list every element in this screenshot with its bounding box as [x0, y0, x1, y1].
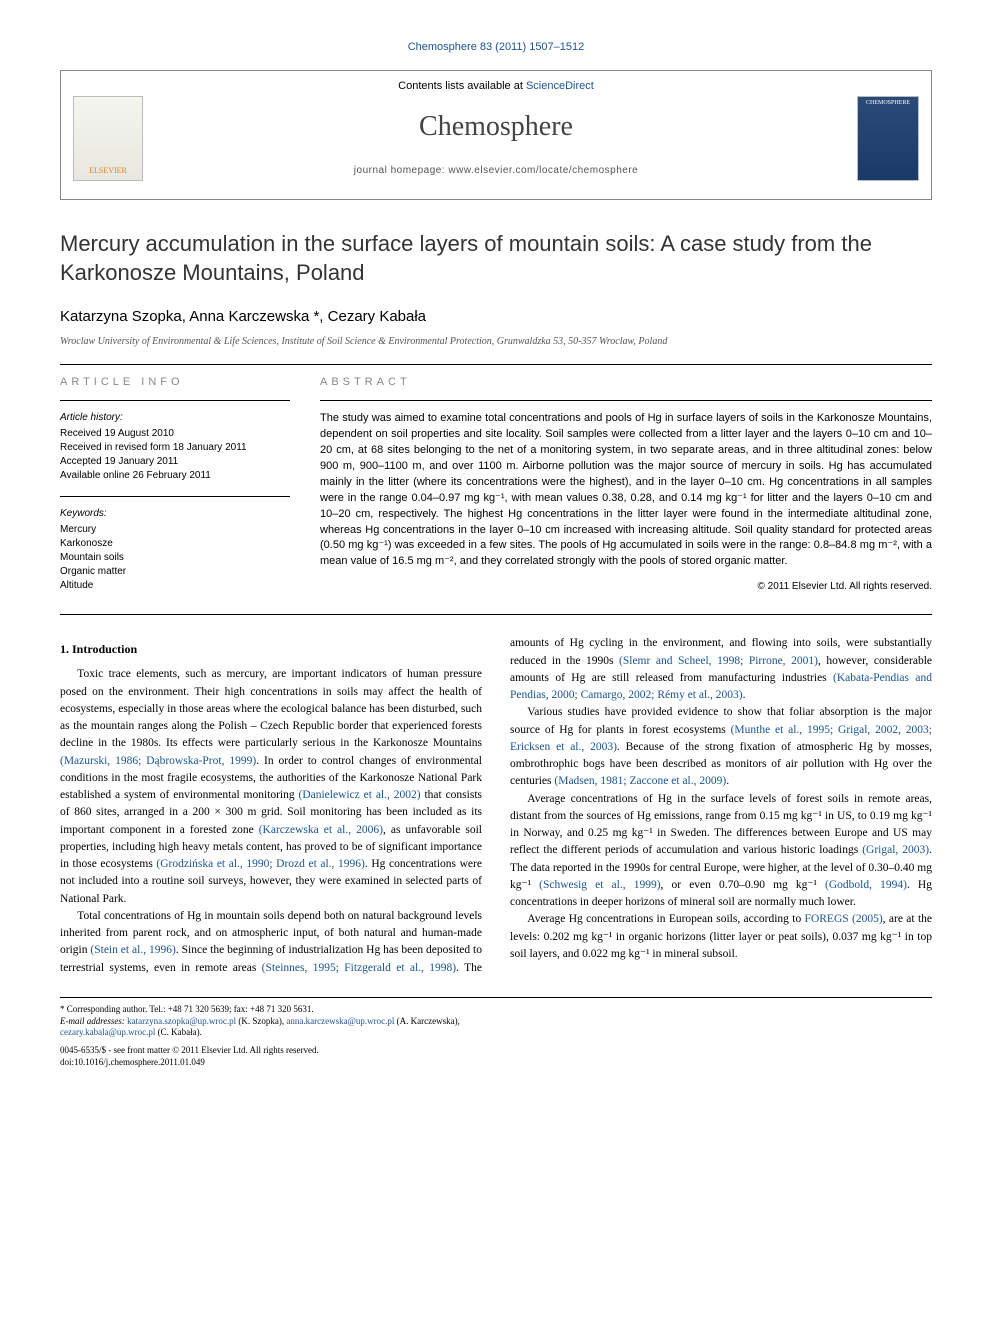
corresponding-author: * Corresponding author. Tel.: +48 71 320… — [60, 1004, 479, 1016]
homepage-line: journal homepage: www.elsevier.com/locat… — [73, 164, 919, 178]
email-link[interactable]: cezary.kabala@up.wroc.pl — [60, 1027, 155, 1037]
abstract-copyright: © 2011 Elsevier Ltd. All rights reserved… — [320, 580, 932, 594]
journal-reference: Chemosphere 83 (2011) 1507–1512 — [60, 40, 932, 55]
affiliation: Wroclaw University of Environmental & Li… — [60, 335, 932, 349]
keyword: Mountain soils — [60, 551, 290, 564]
email-addresses: E-mail addresses: katarzyna.szopka@up.wr… — [60, 1016, 479, 1039]
cover-label: CHEMOSPHERE — [866, 100, 910, 106]
citation: (Karczewska et al., 2006) — [259, 824, 383, 836]
journal-name: Chemosphere — [73, 107, 919, 146]
email-link[interactable]: katarzyna.szopka@up.wroc.pl — [127, 1016, 236, 1026]
citation: (Steinnes, 1995; Fitzgerald et al., 1998… — [262, 962, 456, 974]
sciencedirect-link[interactable]: ScienceDirect — [526, 80, 594, 92]
elsevier-logo: ELSEVIER — [73, 96, 143, 181]
homepage-pre: journal homepage: — [354, 165, 449, 176]
keyword: Organic matter — [60, 565, 290, 578]
footer-block: * Corresponding author. Tel.: +48 71 320… — [60, 997, 932, 1068]
keyword: Karkonosze — [60, 537, 290, 550]
abstract-rule — [320, 400, 932, 401]
citation: (Danielewicz et al., 2002) — [298, 789, 420, 801]
history-line: Accepted 19 January 2011 — [60, 455, 290, 468]
keyword: Altitude — [60, 579, 290, 592]
keywords-label: Keywords: — [60, 507, 290, 521]
citation: (Godbold, 1994) — [825, 879, 907, 891]
journal-cover-thumbnail: CHEMOSPHERE — [857, 96, 919, 181]
contents-pre: Contents lists available at — [398, 80, 526, 92]
rule-top — [60, 364, 932, 365]
section-1-heading: 1. Introduction — [60, 640, 482, 658]
citation: (Grigal, 2003) — [862, 844, 929, 856]
info-rule-2 — [60, 496, 290, 497]
article-title: Mercury accumulation in the surface laye… — [60, 230, 932, 287]
doi-line: doi:10.1016/j.chemosphere.2011.01.049 — [60, 1057, 479, 1069]
body-paragraph: Average Hg concentrations in European so… — [510, 911, 932, 963]
abstract-text: The study was aimed to examine total con… — [320, 411, 932, 570]
citation: (Stein et al., 1996) — [90, 944, 175, 956]
body-paragraph: Various studies have provided evidence t… — [510, 704, 932, 790]
history-label: Article history: — [60, 411, 290, 425]
homepage-url: www.elsevier.com/locate/chemosphere — [448, 165, 638, 176]
history-line: Available online 26 February 2011 — [60, 469, 290, 482]
citation: (Madsen, 1981; Zaccone et al., 2009) — [554, 775, 726, 787]
rule-mid — [60, 614, 932, 615]
citation: (Schwesig et al., 1999) — [539, 879, 660, 891]
body-text-columns: 1. Introduction Toxic trace elements, su… — [60, 635, 932, 977]
citation: (Mazurski, 1986; Dąbrowska-Prot, 1999) — [60, 755, 256, 767]
citation: FOREGS (2005) — [805, 913, 883, 925]
body-paragraph: Toxic trace elements, such as mercury, a… — [60, 666, 482, 908]
abstract-column: ABSTRACT The study was aimed to examine … — [320, 375, 932, 595]
info-rule-1 — [60, 400, 290, 401]
email-link[interactable]: anna.karczewska@up.wroc.pl — [286, 1016, 394, 1026]
abstract-heading: ABSTRACT — [320, 375, 932, 390]
citation: (Grodzińska et al., 1990; Drozd et al., … — [156, 858, 364, 870]
footer-left: * Corresponding author. Tel.: +48 71 320… — [60, 1004, 479, 1068]
keyword: Mercury — [60, 523, 290, 536]
journal-header-box: ELSEVIER CHEMOSPHERE Contents lists avai… — [60, 70, 932, 200]
article-info-heading: ARTICLE INFO — [60, 375, 290, 390]
article-info-column: ARTICLE INFO Article history: Received 1… — [60, 375, 290, 595]
citation: (Slemr and Scheel, 1998; Pirrone, 2001) — [619, 655, 818, 667]
elsevier-label: ELSEVIER — [89, 165, 127, 176]
body-paragraph: Average concentrations of Hg in the surf… — [510, 791, 932, 912]
history-line: Received 19 August 2010 — [60, 427, 290, 440]
history-line: Received in revised form 18 January 2011 — [60, 441, 290, 454]
issn-line: 0045-6535/$ - see front matter © 2011 El… — [60, 1045, 479, 1057]
authors-line: Katarzyna Szopka, Anna Karczewska *, Cez… — [60, 306, 932, 327]
contents-line: Contents lists available at ScienceDirec… — [73, 79, 919, 94]
info-abstract-row: ARTICLE INFO Article history: Received 1… — [60, 375, 932, 595]
